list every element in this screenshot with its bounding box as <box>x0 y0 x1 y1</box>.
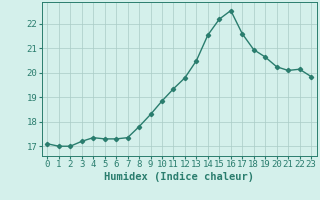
X-axis label: Humidex (Indice chaleur): Humidex (Indice chaleur) <box>104 172 254 182</box>
